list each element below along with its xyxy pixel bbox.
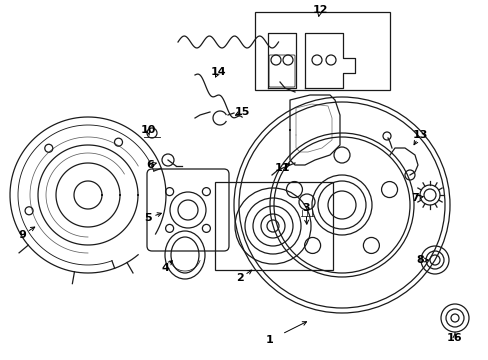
- Text: 5: 5: [144, 213, 151, 223]
- Text: 14: 14: [210, 67, 225, 77]
- Text: 13: 13: [411, 130, 427, 140]
- Text: 2: 2: [236, 273, 244, 283]
- Text: 11: 11: [274, 163, 289, 173]
- Text: 4: 4: [161, 263, 168, 273]
- Text: 1: 1: [265, 335, 273, 345]
- Text: 16: 16: [446, 333, 462, 343]
- Text: 7: 7: [410, 193, 418, 203]
- Text: 9: 9: [18, 230, 26, 240]
- Text: 8: 8: [415, 255, 423, 265]
- Text: 6: 6: [146, 160, 154, 170]
- Text: 12: 12: [312, 5, 327, 15]
- Bar: [215, 182, 332, 270]
- Text: 3: 3: [302, 203, 309, 213]
- Text: 15: 15: [234, 107, 249, 117]
- Text: 10: 10: [140, 125, 155, 135]
- Bar: [254, 12, 389, 90]
